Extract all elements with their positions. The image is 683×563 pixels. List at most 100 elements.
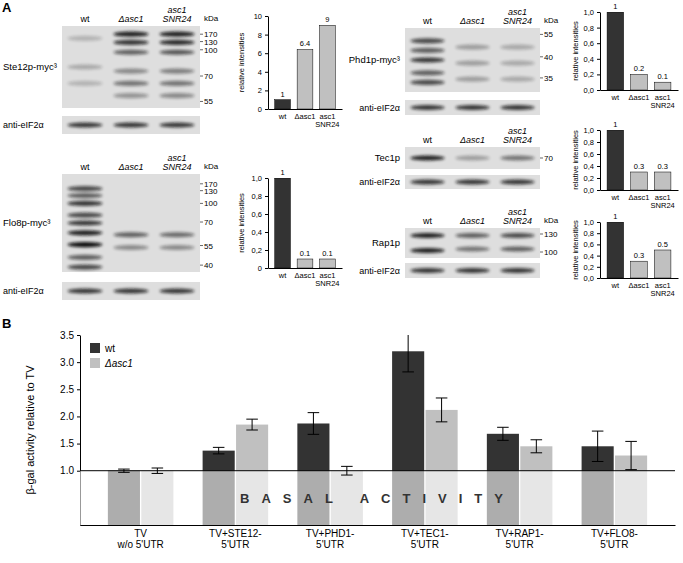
bar [275, 178, 291, 268]
y-tick: 4 [258, 68, 268, 77]
x-axis-line [601, 190, 679, 191]
blot-band [455, 45, 489, 50]
x-tick-label: Δasc1 [295, 271, 316, 280]
blot-band [410, 80, 444, 85]
data-label: 1 [280, 90, 284, 99]
blot-band [410, 248, 444, 253]
bar [297, 49, 313, 109]
data-label: 1 [613, 2, 617, 11]
panel-label: A [2, 0, 12, 15]
marker-label: 55 [204, 242, 213, 251]
y-tick: 0 [258, 105, 268, 114]
bar [654, 172, 671, 190]
lane-label: wt [80, 162, 90, 172]
y-tick-label: 0,8 [252, 192, 262, 201]
data-label: 9 [325, 15, 329, 24]
bar [607, 222, 624, 278]
x-tick-label: TVw/o 5'UTR [116, 528, 163, 550]
y-tick-mark [77, 362, 80, 363]
y-axis-title: relative intensities [571, 21, 580, 81]
y-axis-line [268, 17, 269, 110]
chart: 0246810relative intensitieswtΔasc1asc1SN… [237, 12, 343, 129]
blot-band [455, 246, 489, 251]
y-tick-mark [265, 214, 268, 215]
blot-band [68, 193, 103, 198]
marker-label: 35 [544, 74, 553, 83]
y-tick-mark [597, 154, 600, 155]
error-bar-stem [502, 427, 503, 440]
blot-band [68, 220, 103, 225]
y-tick: 0,6 [584, 240, 600, 249]
y-axis-line [268, 179, 269, 269]
marker-tick [200, 203, 203, 204]
bar [607, 130, 624, 190]
x-tick: wt [611, 90, 620, 102]
x-tick-label: TV+STE12-5'UTR [209, 528, 262, 550]
blot-band [68, 255, 103, 260]
unit-label: kDa [544, 16, 559, 25]
x-tick-label: wt [278, 112, 287, 121]
y-tick-mark [597, 166, 600, 167]
y-tick-label: 0,0 [584, 186, 594, 195]
protein-label: Tec1p [375, 152, 400, 163]
blot-band [500, 233, 534, 238]
y-tick-mark [597, 12, 600, 13]
y-tick-mark [597, 59, 600, 60]
legend-swatch [90, 358, 100, 368]
x-axis: wtΔasc1asc1SNR24 [601, 278, 679, 298]
blot-band [68, 122, 103, 127]
loading-blot [62, 116, 200, 134]
error-bar-cap [531, 452, 543, 453]
blot [62, 174, 200, 272]
x-axis-line [269, 109, 343, 110]
y-axis: 00,20,40,60,81,0 [252, 174, 269, 273]
bar [607, 12, 624, 90]
x-axis: wtΔasc1asc1SNR24 [601, 90, 679, 110]
blot-band [455, 155, 489, 160]
y-axis-line [600, 131, 601, 191]
x-tick-label: TV+PHD1-5'UTR [306, 528, 355, 550]
blot-band [160, 32, 195, 37]
blot-band [68, 213, 103, 218]
error-bar [592, 431, 604, 461]
y-axis: 0,00,20,40,60,81,0 [584, 8, 601, 95]
bar [631, 261, 648, 278]
data-label: 0.2 [634, 64, 644, 73]
y-tick-mark [265, 268, 268, 269]
x-tick: asc1SNR24 [651, 90, 675, 110]
data-label: 0.3 [657, 162, 667, 171]
marker-label: 55 [204, 97, 213, 106]
y-tick-label: 2.0 [60, 411, 74, 422]
y-tick: 0,0 [584, 86, 600, 95]
y-tick: 0,2 [584, 174, 600, 183]
y-tick: 0,8 [584, 24, 600, 33]
blot-panel: wtΔasc1asc1SNR24kDa1701301007055Ste12p-m… [3, 5, 219, 134]
data-label: 0.3 [634, 251, 644, 260]
blot-band [68, 201, 103, 206]
y-axis: 0,00,20,40,60,81,0 [584, 218, 601, 283]
marker-tick [200, 265, 203, 266]
data-label: 1 [280, 168, 284, 177]
lane-label: asc1SNR24 [162, 153, 191, 172]
marker-label: 100 [544, 248, 558, 257]
y-tick-mark [597, 74, 600, 75]
y-tick-label: 4 [258, 68, 262, 77]
error-bar-stem [218, 447, 219, 454]
x-axis-line [601, 90, 679, 91]
error-bar-cap [402, 371, 414, 372]
x-tick: Δasc1 [629, 190, 650, 202]
error-bar [402, 335, 414, 372]
y-tick: 10 [254, 12, 268, 21]
y-tick-label: 0,4 [584, 252, 594, 261]
annotation-band [80, 471, 675, 525]
y-tick: 0,6 [584, 39, 600, 48]
error-bar-cap [246, 430, 258, 431]
x-tick-label: asc1SNR24 [315, 271, 339, 288]
blot-band [68, 186, 103, 191]
y-tick-label: 2.5 [60, 384, 74, 395]
blot-band [500, 268, 534, 273]
y-tick-mark [597, 267, 600, 268]
y-tick-label: 0,6 [584, 150, 594, 159]
blot-band [410, 155, 444, 160]
y-tick-mark [265, 35, 268, 36]
